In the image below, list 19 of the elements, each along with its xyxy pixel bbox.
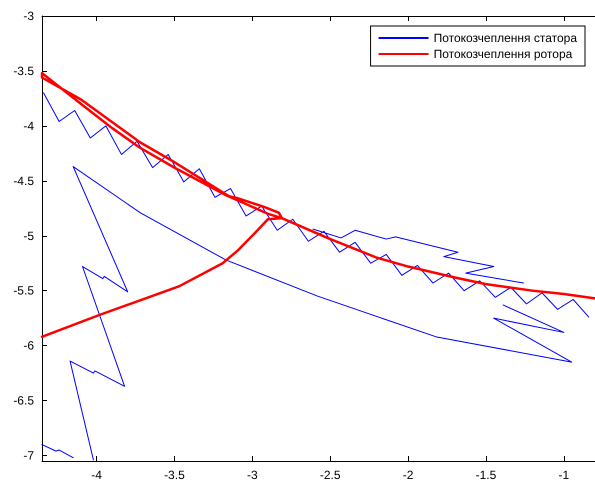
x-tick-label: -4 — [91, 468, 102, 481]
y-tick-label: -5.5 — [13, 284, 34, 298]
y-tick-label: -7 — [23, 448, 34, 463]
y-tick-label: -6.5 — [13, 394, 34, 408]
legend-label: Потокозчеплення статора — [434, 31, 578, 45]
y-tick-label: -4.5 — [13, 174, 34, 188]
y-tick-label: -3 — [23, 9, 34, 23]
y-tick-label: -6 — [23, 338, 34, 353]
y-tick-label: -4 — [23, 118, 34, 133]
x-tick-label: -3.5 — [164, 468, 186, 481]
line-series — [40, 72, 595, 338]
x-tick-label: -1.5 — [476, 468, 497, 481]
legend-label: Потокозчеплення ротора — [434, 47, 573, 61]
x-tick-label: -2.5 — [320, 468, 341, 481]
x-tick-label: -1 — [558, 468, 570, 481]
x-tick-label: -3 — [246, 468, 258, 481]
y-tick-label: -5 — [23, 228, 34, 243]
y-tick-label: -3.5 — [13, 64, 34, 78]
x-tick-label: -2 — [402, 468, 414, 481]
